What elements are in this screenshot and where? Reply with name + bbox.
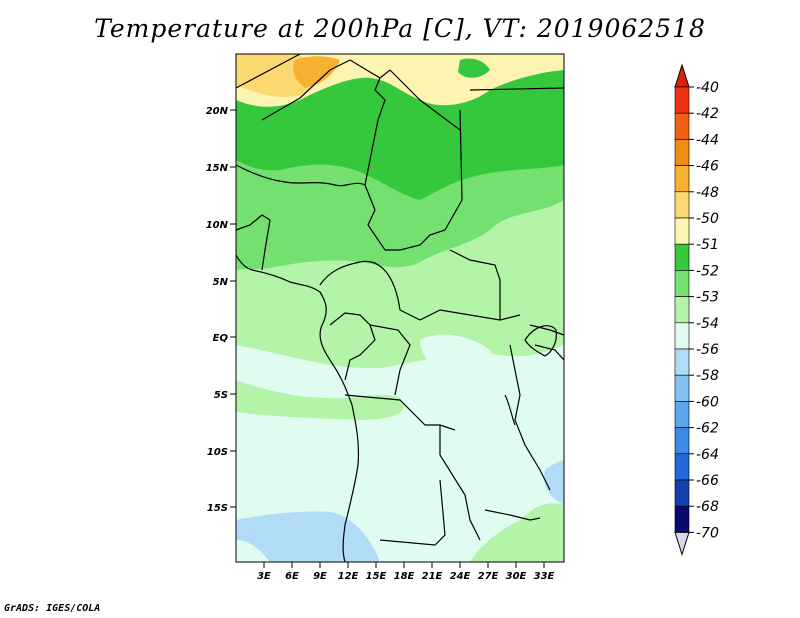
colorbar-bottom-arrow xyxy=(674,531,690,557)
colorbar-label: -68 xyxy=(696,499,719,515)
colorbar-label: -46 xyxy=(696,159,719,175)
lon-label: 30E xyxy=(506,571,527,582)
colorbar-swatch xyxy=(674,401,690,428)
colorbar-label: -50 xyxy=(696,211,719,227)
colorbar-swatch xyxy=(674,322,690,350)
longitude-axis: 3E 6E 9E 12E 15E 18E 21E 24E 27E 30E 33E xyxy=(257,562,555,582)
latitude-axis: 20N 15N 10N 5N EQ 5S 10S 15S xyxy=(206,106,236,514)
colorbar-swatch xyxy=(674,112,690,140)
colorbar-swatch xyxy=(674,191,690,219)
colorbar-swatch xyxy=(674,139,690,166)
lon-label: 18E xyxy=(394,571,415,582)
colorbar-swatch xyxy=(674,453,690,481)
lat-label: 5S xyxy=(214,390,228,401)
colorbar-swatch xyxy=(674,427,690,455)
lat-label: EQ xyxy=(213,333,229,344)
colorbar-swatch xyxy=(674,505,690,533)
colorbar-label: -53 xyxy=(696,290,719,306)
coastline xyxy=(235,254,557,563)
colorbar-label: -48 xyxy=(696,185,719,201)
colorbar-swatch xyxy=(674,374,690,402)
lon-label: 21E xyxy=(422,571,443,582)
colorbar-top-arrow xyxy=(674,63,690,88)
lon-label: 24E xyxy=(450,571,471,582)
lon-label: 9E xyxy=(313,571,327,582)
colorbar-label: -42 xyxy=(696,106,719,122)
colorbar-legend: -40 -42 -44 -46 -48 -50 -51 -52 -53 -54 -56 -58 -60 -… xyxy=(674,63,719,557)
lon-label: 12E xyxy=(338,571,359,582)
colorbar-swatch xyxy=(674,243,690,271)
map-frame xyxy=(235,53,565,563)
colorbar-label: -62 xyxy=(696,421,719,437)
lat-label: 20N xyxy=(206,106,229,117)
colorbar-swatch xyxy=(674,165,690,193)
lat-label: 10N xyxy=(206,220,229,231)
colorbar-label: -40 xyxy=(696,80,719,96)
colorbar-label: -58 xyxy=(696,368,719,384)
colorbar-label: -56 xyxy=(696,342,719,358)
country-borders xyxy=(235,53,565,546)
colorbar-swatch xyxy=(674,270,690,297)
map-title: Temperature at 200hPa [C], VT: 201906251… xyxy=(94,14,706,43)
colorbar-label: -52 xyxy=(696,263,719,279)
colorbar-swatch xyxy=(674,296,690,324)
colorbar-swatch xyxy=(674,348,690,376)
lon-label: 15E xyxy=(366,571,387,582)
lat-label: 10S xyxy=(207,447,228,458)
colorbar-label: -70 xyxy=(696,525,719,541)
colorbar-label: -64 xyxy=(696,447,719,463)
colorbar-swatch xyxy=(674,217,690,245)
lon-label: 6E xyxy=(285,571,299,582)
colorbar-swatch xyxy=(674,86,690,114)
lat-label: 5N xyxy=(213,277,229,288)
colorbar-label: -54 xyxy=(696,316,719,332)
colorbar-label: -44 xyxy=(696,132,719,148)
colorbar-label: -66 xyxy=(696,473,719,489)
lon-label: 27E xyxy=(478,571,499,582)
lon-label: 3E xyxy=(257,571,271,582)
grads-credit: GrADS: IGES/COLA xyxy=(4,603,101,614)
lat-label: 15N xyxy=(206,163,229,174)
lon-label: 33E xyxy=(534,571,555,582)
lat-label: 15S xyxy=(207,503,228,514)
colorbar-label: -60 xyxy=(696,394,719,410)
colorbar-swatch xyxy=(674,479,690,507)
colorbar-label: -51 xyxy=(696,237,719,253)
